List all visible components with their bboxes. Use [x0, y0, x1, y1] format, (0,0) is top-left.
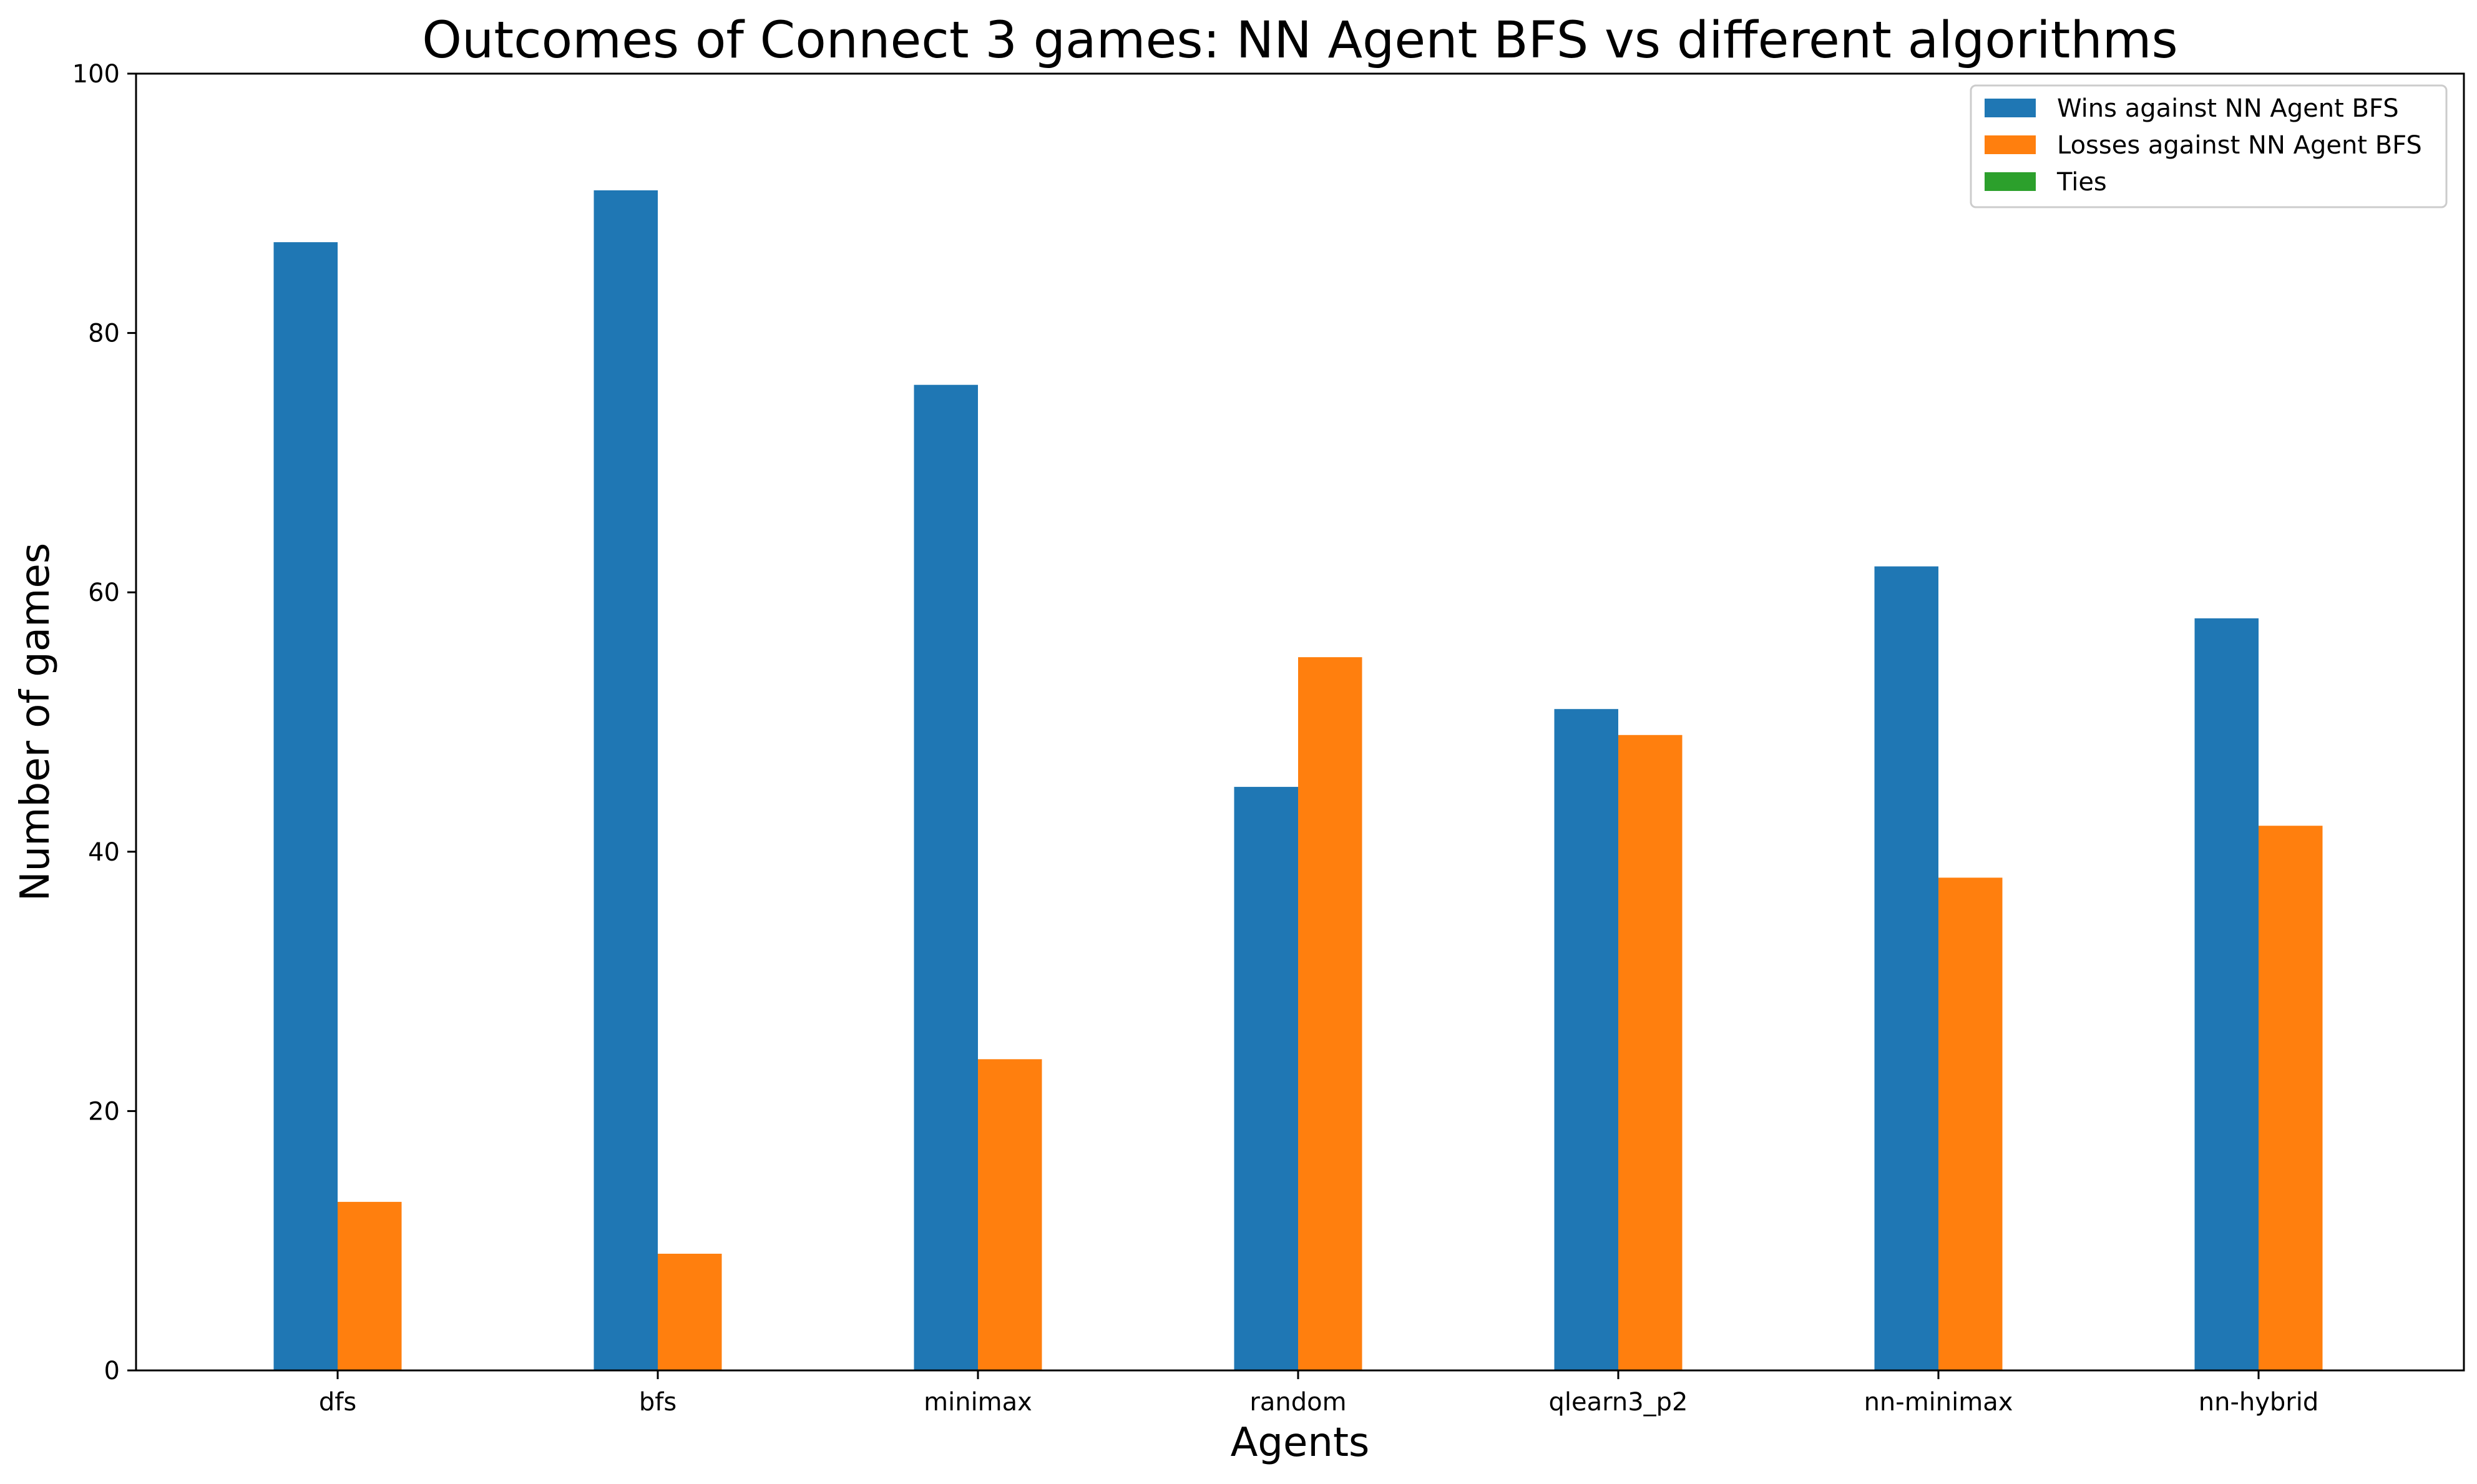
legend-swatch-ties — [1985, 172, 2036, 191]
bar-wins-dfs — [273, 242, 338, 1371]
legend-label-wins: Wins against NN Agent BFS — [2057, 94, 2399, 123]
legend: Wins against NN Agent BFS Losses against… — [1970, 84, 2448, 208]
bar-wins-bfs — [594, 190, 658, 1370]
bar-wins-qlearn3_p2 — [1554, 709, 1618, 1370]
bar-wins-minimax — [914, 384, 978, 1371]
plot-area-frame — [135, 72, 2465, 1372]
bar-losses-random — [1298, 657, 1362, 1370]
x-tick-label-minimax: minimax — [924, 1388, 1032, 1417]
bar-wins-nn-hybrid — [2194, 618, 2259, 1370]
x-tick-label-dfs: dfs — [319, 1388, 356, 1417]
bar-wins-nn-minimax — [1874, 566, 1938, 1370]
x-tick-label-nn-minimax: nn-minimax — [1864, 1388, 2013, 1417]
legend-label-ties: Ties — [2056, 168, 2107, 197]
y-tick-label: 40 — [88, 838, 120, 867]
bars-layer — [273, 190, 2323, 1371]
y-axis-ticks: 0 20 40 60 80 100 — [72, 60, 136, 1385]
bar-losses-nn-hybrid — [2259, 826, 2323, 1370]
x-tick-label-qlearn3_p2: qlearn3_p2 — [1548, 1388, 1688, 1417]
legend-swatch-losses — [1985, 135, 2036, 154]
chart-title: Outcomes of Connect 3 games: NN Agent BF… — [422, 11, 2178, 70]
bar-wins-random — [1234, 786, 1298, 1370]
legend-swatch-wins — [1985, 99, 2036, 117]
x-tick-label-nn-hybrid: nn-hybrid — [2199, 1388, 2319, 1417]
bar-losses-qlearn3_p2 — [1618, 735, 1683, 1370]
legend-label-losses: Losses against NN Agent BFS — [2057, 131, 2422, 160]
x-tick-label-random: random — [1249, 1388, 1346, 1417]
x-tick-label-bfs: bfs — [639, 1388, 677, 1417]
y-tick-label: 100 — [72, 60, 120, 89]
y-tick-label: 60 — [88, 578, 120, 607]
x-axis-ticks: dfs bfs minimax random qlearn3_p2 nn-minimax n… — [319, 1370, 2318, 1417]
x-axis-label: Agents — [1231, 1420, 1370, 1466]
y-tick-label: 80 — [88, 320, 120, 348]
bar-losses-bfs — [658, 1254, 722, 1370]
y-tick-label: 0 — [104, 1357, 120, 1385]
bar-losses-nn-minimax — [1938, 877, 2003, 1370]
y-tick-label: 20 — [88, 1097, 120, 1126]
bar-losses-minimax — [978, 1059, 1042, 1370]
legend-box — [1970, 84, 2448, 208]
bar-losses-dfs — [338, 1201, 402, 1370]
y-axis-label: Number of games — [12, 543, 59, 901]
